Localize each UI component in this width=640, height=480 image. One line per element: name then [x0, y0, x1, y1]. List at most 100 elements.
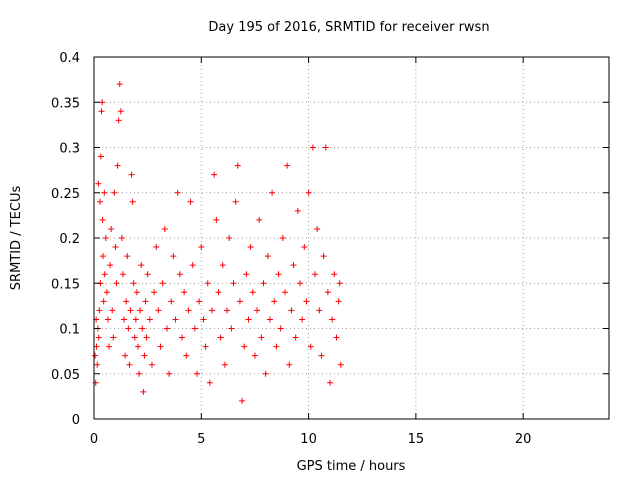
data-point	[104, 316, 111, 323]
data-point	[234, 162, 241, 169]
data-point	[337, 361, 344, 368]
data-point	[132, 316, 139, 323]
data-point	[101, 189, 108, 196]
data-point	[336, 280, 343, 287]
data-point	[196, 298, 203, 305]
data-point	[103, 289, 110, 296]
data-point	[100, 298, 107, 305]
data-point	[140, 388, 147, 395]
data-point	[106, 343, 113, 350]
gridlines	[94, 57, 609, 419]
data-point	[126, 361, 133, 368]
data-point	[262, 370, 269, 377]
data-point	[256, 216, 263, 223]
data-point	[241, 343, 248, 350]
data-point	[93, 343, 100, 350]
data-point	[97, 198, 104, 205]
data-point	[312, 271, 319, 278]
data-point	[138, 262, 145, 269]
data-point	[309, 144, 316, 151]
data-point	[133, 289, 140, 296]
data-point	[129, 198, 136, 205]
data-point	[95, 180, 102, 187]
data-point	[324, 289, 331, 296]
data-point	[117, 108, 124, 115]
y-tick-label: 0.4	[59, 51, 80, 66]
data-point	[320, 253, 327, 260]
data-point	[228, 325, 235, 332]
y-tick-label: 0.2	[59, 232, 80, 247]
data-point	[122, 352, 129, 359]
data-point	[109, 307, 116, 314]
data-point	[118, 235, 125, 241]
data-point	[200, 316, 207, 323]
data-point	[217, 334, 224, 341]
data-point	[153, 244, 160, 251]
data-point	[327, 379, 334, 386]
y-axis-label: SRMTID / TECUs	[9, 186, 24, 291]
data-point	[251, 352, 258, 359]
data-point	[264, 253, 271, 260]
data-point	[155, 307, 162, 314]
data-point	[219, 262, 226, 269]
data-point	[111, 189, 118, 196]
data-point	[260, 280, 267, 287]
data-point	[161, 225, 168, 232]
data-point	[281, 289, 288, 296]
data-point	[128, 171, 135, 178]
data-point	[226, 235, 233, 241]
data-point	[303, 298, 310, 305]
data-point	[168, 298, 175, 305]
data-point	[127, 307, 134, 314]
y-tick-label: 0.05	[51, 368, 80, 383]
data-point	[277, 325, 284, 332]
data-point	[185, 307, 192, 314]
data-point	[329, 316, 336, 323]
data-point	[143, 334, 150, 341]
data-point	[107, 262, 114, 269]
data-point	[114, 162, 121, 169]
data-point	[335, 298, 342, 305]
data-point	[299, 316, 306, 323]
data-point	[230, 280, 237, 287]
data-point	[286, 361, 293, 368]
data-point	[269, 189, 276, 196]
data-point	[139, 325, 146, 332]
data-point	[113, 280, 120, 287]
data-point	[239, 397, 246, 404]
data-point	[110, 334, 117, 341]
data-point	[191, 325, 198, 332]
data-point	[245, 316, 252, 323]
data-point	[221, 361, 228, 368]
data-point	[99, 216, 106, 223]
data-point	[236, 298, 243, 305]
data-point	[151, 289, 158, 296]
data-point	[148, 361, 155, 368]
data-point	[316, 307, 323, 314]
data-point	[273, 343, 280, 350]
data-point	[141, 352, 148, 359]
x-tick-label: 10	[300, 432, 317, 447]
x-tick-labels: 0 5 10 15 20	[90, 432, 532, 447]
data-point	[124, 253, 131, 260]
data-point	[101, 271, 108, 278]
data-point	[187, 198, 194, 205]
data-point	[136, 370, 143, 377]
data-point	[266, 316, 273, 323]
data-point	[271, 298, 278, 305]
y-tick-label: 0.1	[59, 323, 80, 338]
data-point	[258, 334, 265, 341]
data-point	[232, 198, 239, 205]
data-point	[125, 325, 132, 332]
data-point	[146, 316, 153, 323]
y-tick-label: 0.3	[59, 142, 80, 157]
data-point	[170, 253, 177, 260]
data-point	[131, 334, 138, 341]
data-point	[292, 334, 299, 341]
data-point	[183, 352, 190, 359]
data-point	[301, 244, 308, 251]
data-point	[322, 144, 329, 151]
data-point	[204, 280, 211, 287]
data-point	[314, 225, 321, 232]
